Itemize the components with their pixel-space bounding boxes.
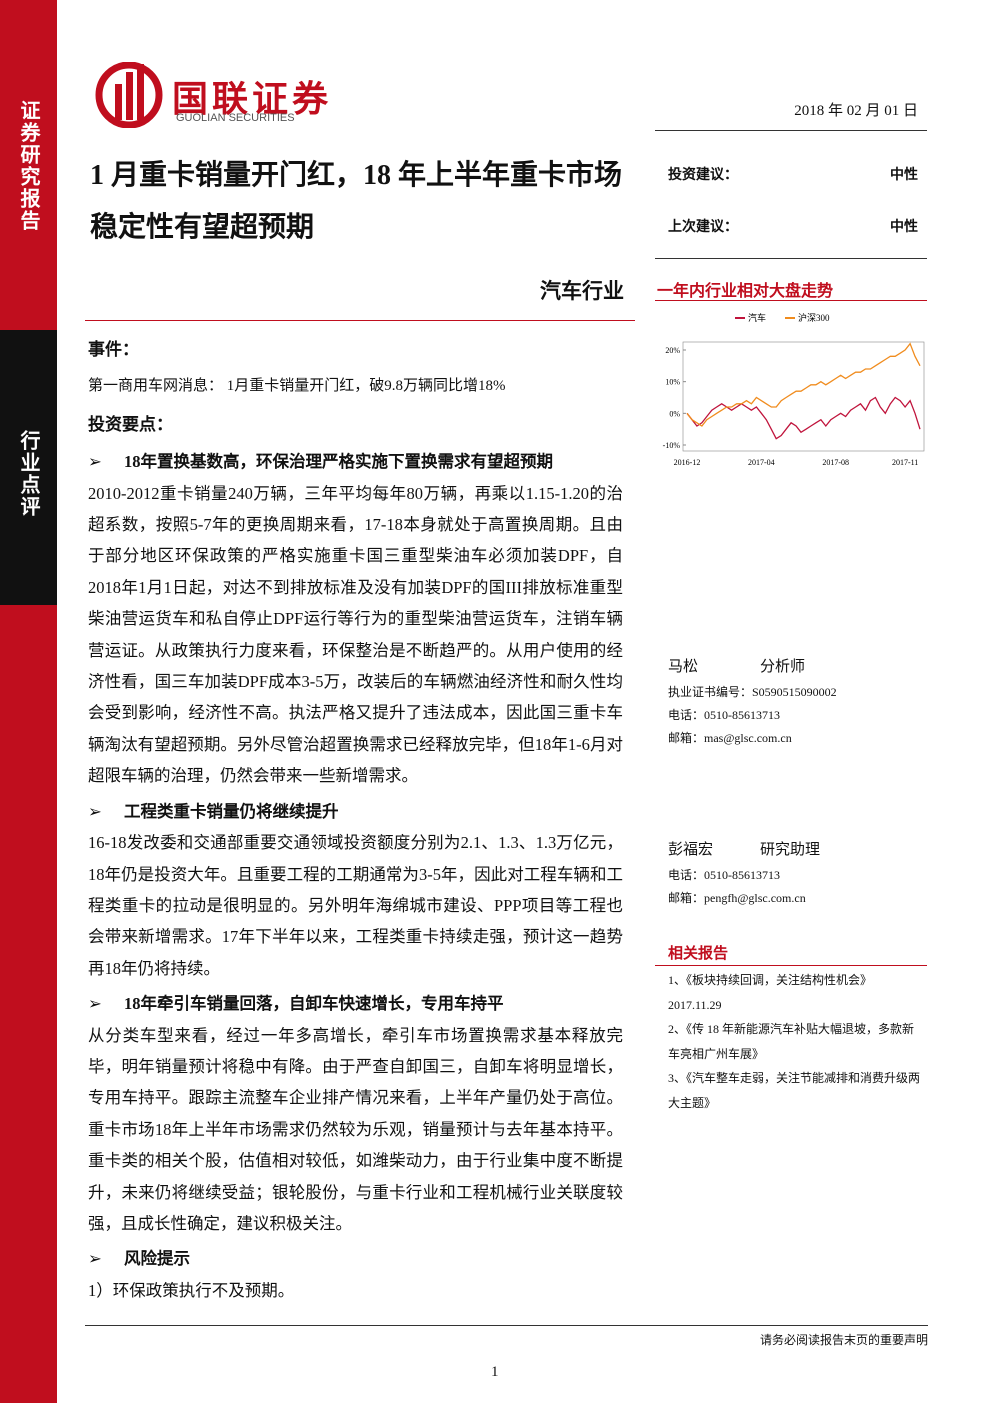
divider [85, 1325, 928, 1326]
divider [655, 258, 927, 259]
x-tick-label: 2016-12 [674, 458, 701, 467]
section-heading: 风险提示 [88, 1243, 623, 1274]
divider [655, 130, 927, 131]
rating-value: 中性 [890, 220, 918, 235]
logo-icon [95, 62, 163, 128]
analyst-header: 马松 分析师 [668, 655, 928, 681]
sidebar-middle: 行业点评 [0, 330, 57, 605]
section-heading: 18年牵引车销量回落，自卸车快速增长，专用车持平 [88, 988, 623, 1019]
section-text: 2010-2012重卡销量240万辆，三年平均每年80万辆，再乘以1.15-1.… [88, 483, 623, 786]
report-title: 1 月重卡销量开门红，18 年上半年重卡市场稳定性有望超预期 [90, 160, 623, 243]
analyst-header: 彭福宏 研究助理 [668, 838, 928, 864]
sidebar-top: 证券研究报告 [0, 0, 57, 330]
sidebar-label: 证券研究报告 [17, 100, 39, 232]
related-item: 2、《传 18 年新能源汽车补贴大幅退坡，多款新车亮相广州车展》 [668, 1022, 915, 1061]
y-tick-label: 10% [665, 378, 680, 387]
event-heading: 事件： [88, 340, 139, 359]
rating-label: 投资建议： [668, 168, 738, 183]
sidebar-bottom [0, 605, 57, 1403]
legend-label: 汽车 [748, 312, 766, 323]
analyst-role: 分析师 [760, 659, 806, 675]
series-line [686, 396, 921, 440]
related-list: 1、《板块持续回调，关注结构性机会》 2017.11.29 2、《传 18 年新能… [668, 968, 923, 1115]
disclaimer: 请务必阅读报告末页的重要声明 [759, 1333, 928, 1347]
event-text: 第一商用车网消息： 1月重卡销量开门红，破9.8万辆同比增18% [88, 378, 506, 395]
rating: 投资建议： 中性 上次建议： 中性 [668, 164, 918, 236]
analyst-contact: 邮箱：mas@glsc.com.cn [668, 731, 792, 745]
sections: 18年置换基数高，环保治理严格实施下置换需求有望超预期 2010-2012重卡销量… [88, 446, 623, 1306]
report-date: 2018 年 02 月 01 日 [794, 103, 918, 119]
x-tick-label: 2017-11 [892, 458, 918, 467]
industry: 汽车行业 [540, 279, 624, 303]
analysts: 马松 分析师执业证书编号：S0590515090002 电话：0510-856137… [668, 655, 928, 910]
rating-row: 投资建议： 中性 [668, 164, 918, 216]
section-heading: 工程类重卡销量仍将继续提升 [88, 796, 623, 827]
x-tick-label: 2017-08 [822, 458, 849, 467]
points-heading: 投资要点： [88, 414, 173, 434]
sidebar-label: 行业点评 [17, 430, 39, 518]
chart: 20% 10% 0% -10% 2016-12 2017-04 2017-08 2017-11… [663, 312, 925, 467]
related-title: 相关报告 [668, 946, 729, 962]
divider [85, 320, 635, 321]
analyst-name: 马松 [668, 659, 699, 675]
section-heading: 18年置换基数高，环保治理严格实施下置换需求有望超预期 [88, 446, 623, 477]
analyst: 彭福宏 研究助理电话：0510-85613713 邮箱：pengfh@glsc.co… [668, 838, 928, 910]
related-item: 1、《板块持续回调，关注结构性机会》 2017.11.29 [668, 973, 873, 1012]
rating-label: 上次建议： [668, 220, 738, 235]
analyst-contact: 邮箱：pengfh@glsc.com.cn [668, 891, 806, 905]
divider [655, 300, 927, 301]
y-tick-label: 0% [669, 409, 680, 418]
analyst-role: 研究助理 [760, 842, 821, 858]
legend-label: 沪深300 [798, 312, 830, 323]
x-tick-label: 2017-04 [748, 458, 775, 467]
logo-subtext: GUOLIAN SECURITIES [176, 112, 295, 124]
y-tick-label: -10% [663, 441, 681, 450]
analyst-contact: 电话：0510-85613713 [668, 708, 780, 722]
analyst-contact: 电话：0510-85613713 [668, 868, 780, 882]
plot-frame [682, 341, 925, 452]
analyst-contact: 执业证书编号：S0590515090002 [668, 685, 837, 699]
chart-title: 一年内行业相对大盘走势 [657, 283, 834, 300]
section-text: 16-18发改委和交通部重要交通领域投资额度分别为2.1、1.3、1.3万亿元，… [88, 833, 623, 978]
body: 事件： 第一商用车网消息： 1月重卡销量开门红，破9.8万辆同比增18% 投资要… [88, 334, 623, 1306]
rating-value: 中性 [890, 168, 918, 183]
divider [655, 965, 927, 966]
series-line [686, 342, 921, 427]
section-text: 1）环保政策执行不及预期。 [88, 1280, 295, 1300]
rating-row: 上次建议： 中性 [668, 216, 918, 236]
page-number: 1 [491, 1364, 499, 1380]
related-item: 3、《汽车整车走弱，关注节能减排和消费升级两大主题》 [668, 1071, 921, 1110]
y-tick-label: 20% [665, 346, 680, 355]
analyst-name: 彭福宏 [668, 842, 714, 858]
section-text: 从分类车型来看，经过一年多高增长，牵引车市场置换需求基本释放完毕，明年销量预计将… [88, 1025, 623, 1233]
logo-text: 国联证券 [172, 79, 333, 120]
analyst: 马松 分析师执业证书编号：S0590515090002 电话：0510-856137… [668, 655, 928, 750]
